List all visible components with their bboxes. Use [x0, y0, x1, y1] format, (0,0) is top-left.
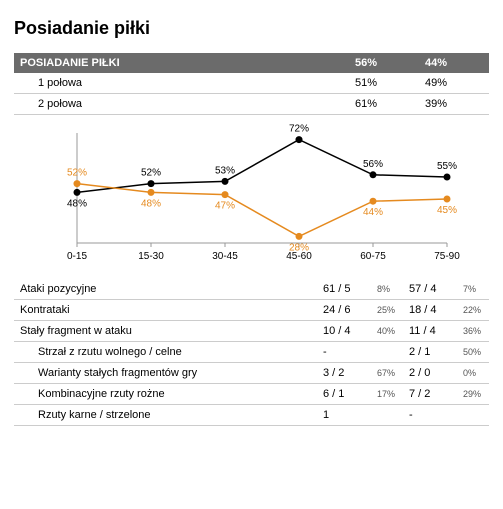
row-pct2: 0%: [457, 363, 489, 384]
row-val2: 7 / 2: [403, 384, 457, 405]
row-val2: 39%: [419, 94, 489, 115]
row-pct2: 29%: [457, 384, 489, 405]
row-label: Warianty stałych fragmentów gry: [14, 363, 317, 384]
row-pct2: 7%: [457, 279, 489, 300]
row-pct1: 8%: [371, 279, 403, 300]
row-val1: 51%: [349, 73, 419, 94]
table-row: Warianty stałych fragmentów gry3 / 267%2…: [14, 363, 489, 384]
poss-header-val2: 44%: [419, 53, 489, 73]
row-pct2: 22%: [457, 300, 489, 321]
svg-text:48%: 48%: [140, 198, 160, 209]
page-title: Posiadanie piłki: [14, 18, 489, 39]
row-label: 2 połowa: [14, 94, 349, 115]
svg-text:52%: 52%: [140, 168, 160, 179]
row-pct2: 50%: [457, 342, 489, 363]
row-val1: 24 / 6: [317, 300, 371, 321]
row-val1: 6 / 1: [317, 384, 371, 405]
row-pct1: [371, 342, 403, 363]
svg-text:72%: 72%: [288, 124, 308, 135]
row-pct2: 36%: [457, 321, 489, 342]
table-row: Kontrataki24 / 625%18 / 422%: [14, 300, 489, 321]
row-val2: 2 / 0: [403, 363, 457, 384]
poss-header-label: POSIADANIE PIŁKI: [14, 53, 349, 73]
row-pct1: 17%: [371, 384, 403, 405]
svg-text:48%: 48%: [66, 198, 86, 209]
row-label: Ataki pozycyjne: [14, 279, 317, 300]
svg-text:75-90: 75-90: [434, 251, 460, 262]
possession-chart: 0-1515-3030-4545-6060-7575-9048%52%53%72…: [14, 123, 489, 273]
svg-text:28%: 28%: [288, 242, 308, 253]
svg-text:60-75: 60-75: [360, 251, 386, 262]
row-label: Stały fragment w ataku: [14, 321, 317, 342]
row-label: Rzuty karne / strzelone: [14, 405, 317, 426]
row-val2: 18 / 4: [403, 300, 457, 321]
svg-text:53%: 53%: [214, 165, 234, 176]
table-row: 2 połowa61%39%: [14, 94, 489, 115]
svg-text:47%: 47%: [214, 201, 234, 212]
table-row: Kombinacyjne rzuty rożne6 / 117%7 / 229%: [14, 384, 489, 405]
svg-text:52%: 52%: [66, 168, 86, 179]
table-row: Strzał z rzutu wolnego / celne- 2 / 150%: [14, 342, 489, 363]
table-row: Rzuty karne / strzelone1 -: [14, 405, 489, 426]
row-pct2: [457, 405, 489, 426]
row-label: Strzał z rzutu wolnego / celne: [14, 342, 317, 363]
svg-text:56%: 56%: [362, 159, 382, 170]
row-pct1: 25%: [371, 300, 403, 321]
stats-table: Ataki pozycyjne61 / 58%57 / 47%Kontratak…: [14, 279, 489, 426]
row-val1: 1: [317, 405, 371, 426]
table-row: Stały fragment w ataku10 / 440%11 / 436%: [14, 321, 489, 342]
row-pct1: 67%: [371, 363, 403, 384]
svg-text:55%: 55%: [436, 161, 456, 172]
svg-text:15-30: 15-30: [138, 251, 164, 262]
svg-text:44%: 44%: [362, 207, 382, 218]
table-row: 1 połowa51%49%: [14, 73, 489, 94]
row-val1: 61 / 5: [317, 279, 371, 300]
svg-text:30-45: 30-45: [212, 251, 238, 262]
row-val1: 61%: [349, 94, 419, 115]
svg-text:45%: 45%: [436, 205, 456, 216]
possession-table: POSIADANIE PIŁKI 56% 44% 1 połowa51%49%2…: [14, 53, 489, 115]
row-val1: 3 / 2: [317, 363, 371, 384]
row-val1: 10 / 4: [317, 321, 371, 342]
row-val2: 11 / 4: [403, 321, 457, 342]
row-val2: 57 / 4: [403, 279, 457, 300]
row-pct1: 40%: [371, 321, 403, 342]
row-pct1: [371, 405, 403, 426]
svg-text:0-15: 0-15: [66, 251, 86, 262]
row-val2: 49%: [419, 73, 489, 94]
row-val1: -: [317, 342, 371, 363]
row-label: 1 połowa: [14, 73, 349, 94]
table-row: Ataki pozycyjne61 / 58%57 / 47%: [14, 279, 489, 300]
row-label: Kombinacyjne rzuty rożne: [14, 384, 317, 405]
row-val2: -: [403, 405, 457, 426]
row-label: Kontrataki: [14, 300, 317, 321]
row-val2: 2 / 1: [403, 342, 457, 363]
poss-header-val1: 56%: [349, 53, 419, 73]
